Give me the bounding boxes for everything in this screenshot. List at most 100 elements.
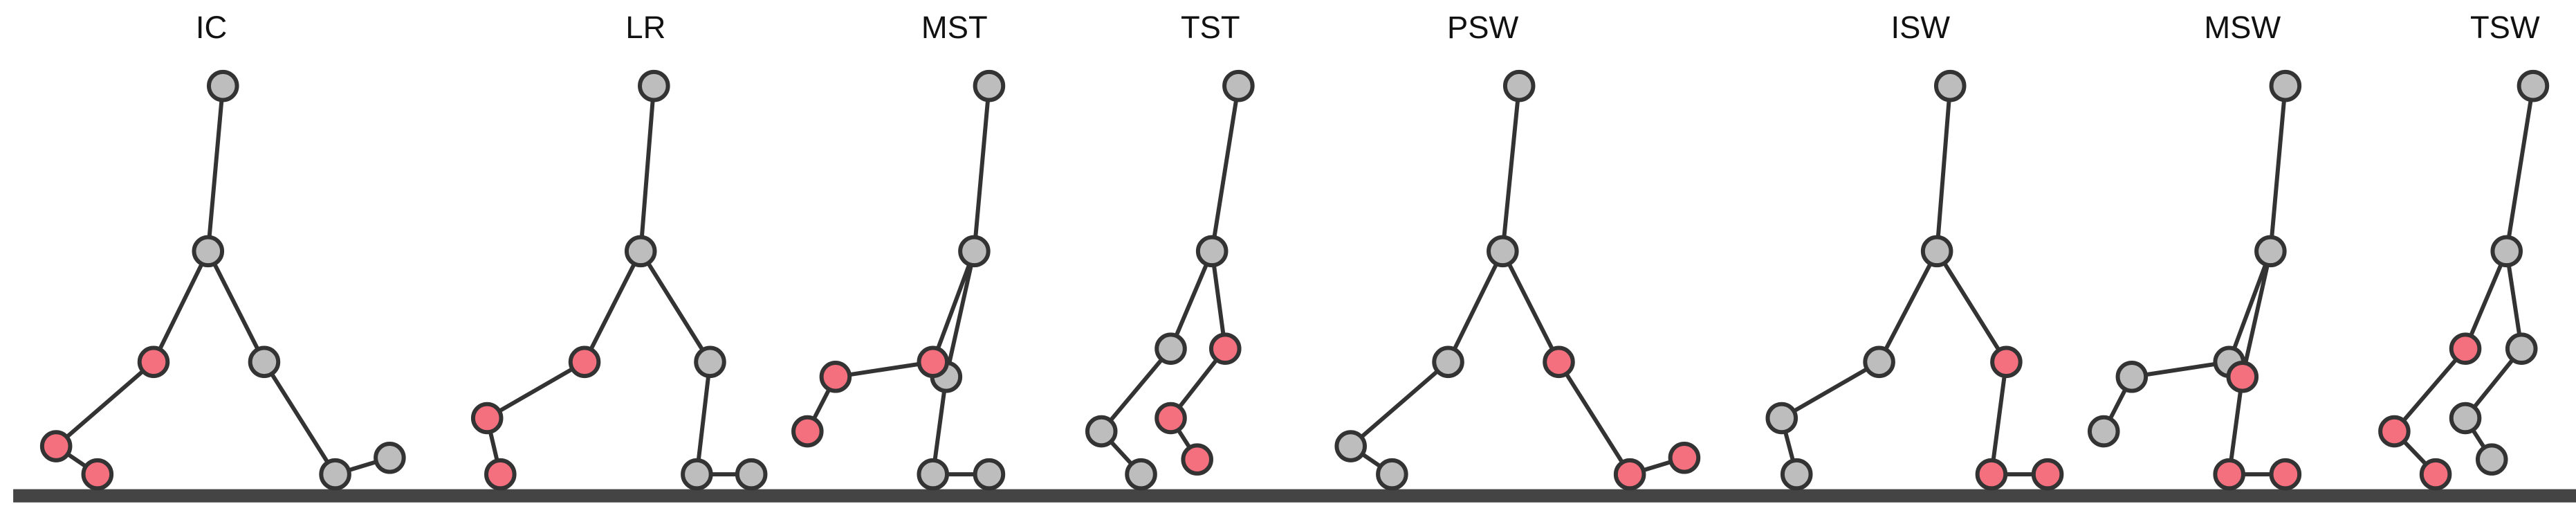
- joint: [1765, 402, 1798, 435]
- segment: [2463, 250, 2509, 350]
- segment: [1349, 360, 1450, 448]
- segment: [55, 360, 155, 448]
- joint: [1502, 69, 1536, 102]
- joint: [206, 69, 239, 102]
- segment: [2227, 376, 2245, 475]
- segment: [972, 85, 991, 252]
- segment: [2227, 250, 2273, 363]
- joint: [2269, 458, 2302, 491]
- segment: [930, 250, 977, 363]
- joint: [484, 458, 517, 491]
- segment: [2504, 85, 2535, 252]
- joint: [1668, 441, 1701, 474]
- joint: [694, 345, 726, 379]
- joint: [470, 402, 504, 435]
- joint: [819, 361, 852, 393]
- joint: [2490, 235, 2523, 268]
- joint: [2226, 361, 2259, 393]
- joint: [1181, 443, 1213, 476]
- joint: [681, 458, 713, 491]
- joint: [1085, 415, 1118, 448]
- phase-label: ISW: [1890, 10, 1950, 45]
- joint: [973, 69, 1006, 102]
- joint: [973, 458, 1006, 491]
- joint: [1920, 235, 1953, 268]
- segment: [1446, 250, 1505, 363]
- joint: [374, 441, 406, 474]
- segment: [2504, 251, 2524, 350]
- segment: [151, 250, 210, 363]
- phase-label: TSW: [2470, 10, 2540, 45]
- joint: [2269, 69, 2302, 102]
- segment: [638, 85, 656, 252]
- segment: [835, 359, 934, 379]
- segment: [1781, 360, 1881, 420]
- segment: [486, 360, 586, 420]
- joint: [624, 235, 657, 268]
- joint: [137, 345, 170, 379]
- segment: [205, 85, 226, 252]
- joint: [568, 345, 601, 379]
- joint: [1334, 430, 1367, 462]
- segment: [1935, 85, 1953, 252]
- joint: [2254, 235, 2287, 268]
- joint: [735, 458, 768, 491]
- segment: [944, 251, 977, 377]
- segment: [1210, 85, 1241, 252]
- joint: [1195, 235, 1229, 268]
- joint: [2449, 332, 2482, 365]
- segment: [1989, 361, 2009, 475]
- segment: [2393, 347, 2467, 433]
- joint: [248, 345, 281, 379]
- segment: [930, 376, 948, 475]
- joint: [2115, 361, 2149, 393]
- segment: [638, 250, 712, 363]
- segment: [2131, 359, 2230, 379]
- joint: [2378, 415, 2411, 448]
- phase-label: MST: [921, 10, 988, 45]
- joint: [2031, 458, 2064, 491]
- phase-label: IC: [196, 10, 227, 45]
- segment: [1099, 347, 1172, 433]
- joint: [1613, 458, 1646, 491]
- segment: [206, 250, 266, 363]
- joint: [2449, 402, 2482, 435]
- segment: [1935, 250, 2008, 363]
- joint: [1990, 345, 2023, 379]
- joint: [1154, 402, 1187, 435]
- joint: [192, 235, 225, 268]
- joint: [2505, 332, 2538, 365]
- joint: [791, 415, 824, 448]
- joint: [1209, 332, 1242, 365]
- segment: [262, 361, 338, 476]
- joint: [2213, 458, 2245, 491]
- joint: [1222, 69, 1255, 102]
- joint: [1487, 235, 1519, 268]
- phase-label: MSW: [2204, 10, 2281, 45]
- joint: [1154, 332, 1187, 365]
- segment: [1500, 85, 1522, 252]
- joint: [39, 430, 73, 462]
- segment: [2268, 85, 2288, 252]
- joint: [81, 458, 114, 491]
- joint: [1543, 345, 1575, 379]
- segment: [2240, 251, 2273, 377]
- phase-label: PSW: [1447, 10, 1518, 45]
- joint: [1432, 345, 1464, 379]
- joint: [1933, 69, 1967, 102]
- segment: [694, 361, 712, 475]
- ground: [13, 489, 2576, 503]
- segment: [582, 250, 643, 363]
- phase-label: LR: [625, 10, 665, 45]
- joint: [958, 235, 991, 268]
- joint: [2517, 69, 2550, 102]
- phase-label: TST: [1181, 10, 1240, 45]
- segment: [1500, 250, 1561, 363]
- joint: [319, 458, 351, 491]
- joint: [2087, 415, 2120, 448]
- joint: [1376, 458, 1408, 491]
- joint: [638, 69, 670, 102]
- joint: [2419, 458, 2452, 491]
- joint: [2475, 443, 2508, 476]
